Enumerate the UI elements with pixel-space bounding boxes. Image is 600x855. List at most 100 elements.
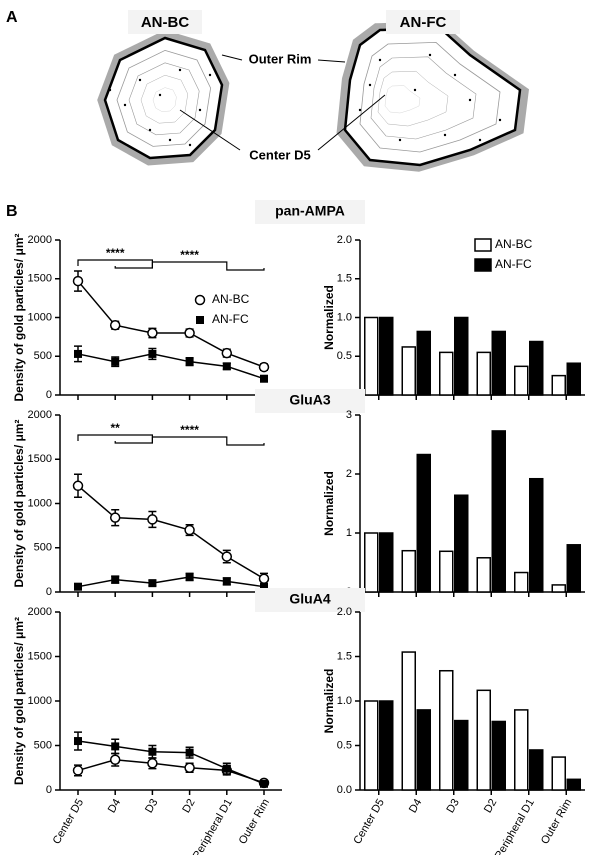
x-tick-label: D4 bbox=[106, 797, 123, 815]
y-tick-label: 2000 bbox=[28, 234, 52, 246]
marker bbox=[222, 764, 231, 773]
y-tick-label: 2.0 bbox=[337, 234, 352, 246]
y-tick-label: 2000 bbox=[28, 606, 52, 618]
y-tick-label: 1.5 bbox=[337, 273, 352, 285]
y-axis-label: Density of gold particles/ μm² bbox=[12, 617, 26, 785]
marker bbox=[260, 779, 268, 788]
chart-title: GluA4 bbox=[289, 591, 330, 607]
x-tick-label: D2 bbox=[482, 797, 499, 815]
marker bbox=[111, 357, 120, 366]
y-tick-label: 0.5 bbox=[337, 739, 352, 751]
x-tick-label: Outer Rim bbox=[237, 797, 272, 846]
y-tick-label: 0.0 bbox=[337, 784, 352, 796]
y-axis-label: Normalized bbox=[322, 669, 336, 734]
series-line bbox=[77, 758, 265, 784]
bar bbox=[416, 330, 431, 396]
marker bbox=[258, 361, 270, 373]
bar bbox=[439, 550, 454, 593]
y-axis-label: Normalized bbox=[322, 471, 336, 536]
bar bbox=[401, 651, 416, 791]
chart-title: GluA3 bbox=[289, 392, 330, 408]
legend-label: AN-FC bbox=[212, 312, 249, 326]
marker bbox=[147, 327, 158, 339]
bar bbox=[379, 532, 394, 593]
right-section-diagram bbox=[336, 21, 529, 172]
title-box bbox=[255, 200, 365, 224]
x-tick-label: Peripheral D1 bbox=[493, 797, 537, 855]
bar bbox=[529, 340, 544, 396]
bar bbox=[514, 709, 529, 791]
label-box bbox=[386, 10, 460, 34]
y-tick-label: 500 bbox=[34, 350, 52, 362]
x-tick-label: D2 bbox=[180, 797, 197, 815]
diagram-label: AN-BC bbox=[141, 14, 189, 31]
y-tick-label: 1500 bbox=[28, 273, 52, 285]
marker bbox=[111, 575, 120, 584]
y-tick-label: 1000 bbox=[28, 497, 52, 509]
significance-label: **** bbox=[106, 246, 125, 260]
chart-title: pan-AMPA bbox=[275, 203, 345, 219]
y-tick-label: 1500 bbox=[28, 453, 52, 465]
bar bbox=[454, 316, 469, 396]
marker bbox=[185, 748, 194, 757]
series-line bbox=[77, 740, 265, 785]
marker bbox=[221, 347, 233, 359]
y-tick-label: 1.5 bbox=[337, 650, 352, 662]
bar bbox=[529, 477, 544, 593]
marker bbox=[184, 327, 195, 339]
bar bbox=[476, 557, 491, 593]
legend-label: AN-BC bbox=[495, 237, 533, 251]
panel-label: A bbox=[6, 9, 18, 26]
series-line bbox=[77, 353, 265, 380]
marker bbox=[184, 524, 195, 536]
y-tick-label: 2000 bbox=[28, 409, 52, 421]
leader-line bbox=[317, 59, 346, 63]
marker bbox=[74, 349, 82, 358]
bar bbox=[439, 669, 454, 791]
bar bbox=[401, 346, 416, 396]
bar bbox=[364, 316, 379, 396]
marker bbox=[184, 762, 195, 773]
y-tick-label: 0.5 bbox=[337, 350, 352, 362]
marker bbox=[72, 480, 84, 492]
bar bbox=[364, 700, 379, 791]
bar bbox=[491, 330, 506, 396]
leader-line bbox=[317, 94, 386, 151]
x-tick-label: Peripheral D1 bbox=[191, 797, 235, 855]
marker bbox=[109, 754, 121, 765]
marker bbox=[185, 357, 194, 366]
bar bbox=[379, 700, 394, 791]
marker bbox=[260, 582, 268, 591]
y-tick-label: 500 bbox=[34, 739, 52, 751]
legend-marker bbox=[474, 238, 492, 252]
marker bbox=[148, 579, 157, 588]
y-tick-label: 1.0 bbox=[337, 695, 352, 707]
marker bbox=[109, 512, 121, 523]
significance-bracket bbox=[151, 261, 265, 271]
title-box bbox=[255, 389, 365, 413]
bar bbox=[454, 719, 469, 791]
bar bbox=[476, 689, 491, 791]
marker bbox=[258, 573, 270, 584]
legend-marker bbox=[194, 294, 206, 306]
y-tick-label: 1 bbox=[346, 527, 352, 539]
legend-marker bbox=[196, 316, 204, 324]
y-tick-label: 3 bbox=[346, 409, 352, 421]
y-tick-label: 1500 bbox=[28, 650, 52, 662]
x-tick-label: D4 bbox=[407, 797, 424, 815]
significance-bracket bbox=[151, 436, 265, 446]
bar bbox=[476, 351, 491, 396]
marker bbox=[148, 349, 157, 358]
legend-marker bbox=[474, 258, 492, 272]
significance-label: ** bbox=[111, 421, 121, 435]
legend-label: AN-BC bbox=[212, 292, 250, 306]
y-tick-label: 1.0 bbox=[337, 311, 352, 323]
x-tick-label: D3 bbox=[143, 797, 160, 815]
significance-label: **** bbox=[180, 423, 199, 437]
y-tick-label: 1000 bbox=[28, 695, 52, 707]
bar bbox=[379, 316, 394, 396]
marker bbox=[147, 514, 158, 525]
y-axis-label: Normalized bbox=[322, 285, 336, 350]
bar bbox=[364, 532, 379, 593]
marker bbox=[109, 320, 121, 331]
